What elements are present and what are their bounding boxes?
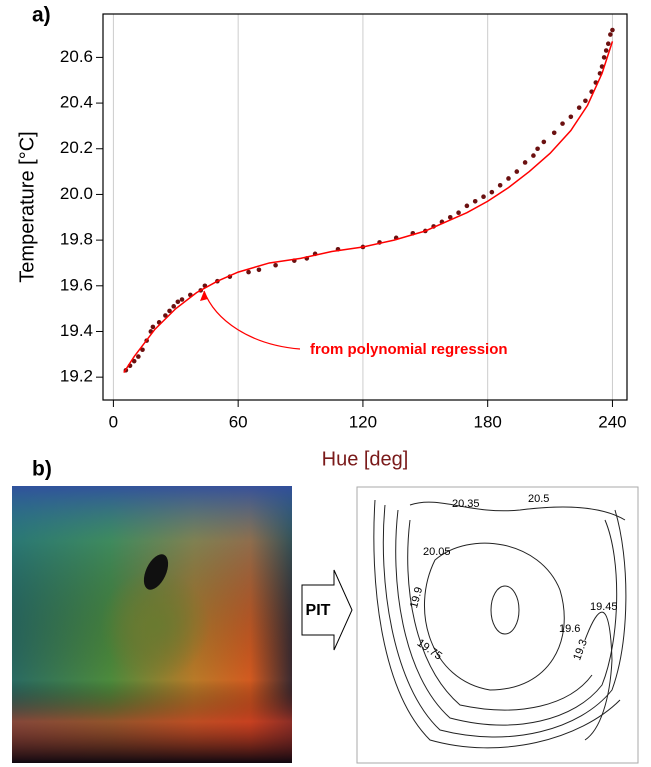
x-tick-label: 240 bbox=[598, 412, 626, 431]
point bbox=[167, 308, 172, 314]
point bbox=[506, 176, 511, 181]
photo-spot bbox=[143, 554, 169, 590]
point bbox=[605, 41, 611, 46]
y-tick-label: 19.4 bbox=[60, 321, 93, 340]
contour-label: 19.6 bbox=[559, 623, 580, 635]
y-tick-label: 19.2 bbox=[60, 367, 93, 386]
point bbox=[136, 354, 141, 359]
contour bbox=[490, 585, 520, 635]
y-tick-label: 19.6 bbox=[60, 275, 93, 294]
point bbox=[514, 169, 520, 174]
point bbox=[610, 27, 615, 33]
contour bbox=[409, 501, 626, 521]
point bbox=[171, 304, 176, 309]
point bbox=[568, 114, 574, 120]
x-tick-label: 180 bbox=[473, 412, 501, 431]
point bbox=[179, 297, 185, 302]
point bbox=[583, 98, 588, 104]
point bbox=[608, 32, 613, 37]
plot-a: 0 60 120 180 240 19.2 19.4 19.6 19.8 20.0 20.2 20.4… bbox=[16, 13, 628, 470]
point bbox=[481, 194, 486, 200]
point bbox=[535, 146, 540, 152]
annotation-arrow bbox=[203, 290, 301, 350]
point bbox=[472, 198, 478, 204]
contour-label: 20.5 bbox=[528, 493, 549, 505]
point bbox=[522, 160, 528, 165]
point bbox=[551, 130, 557, 136]
contour-label: 19.45 bbox=[590, 601, 618, 613]
point bbox=[560, 121, 565, 126]
point bbox=[531, 153, 536, 158]
contour-label: 19.9 bbox=[408, 586, 425, 610]
x-tick-label: 0 bbox=[109, 412, 118, 431]
point bbox=[256, 267, 262, 273]
point bbox=[175, 299, 181, 305]
x-tick-label: 60 bbox=[229, 412, 248, 431]
point bbox=[140, 347, 145, 353]
contour bbox=[423, 542, 565, 691]
photo bbox=[12, 486, 292, 763]
arrow-head bbox=[200, 291, 208, 301]
contour-map bbox=[356, 486, 639, 764]
point bbox=[273, 262, 278, 268]
contour bbox=[395, 509, 618, 726]
y-tick-label: 20.6 bbox=[60, 47, 93, 66]
point bbox=[447, 214, 453, 220]
point bbox=[489, 189, 495, 195]
contour-label: 20.05 bbox=[423, 546, 451, 558]
y-tick-label: 20.4 bbox=[60, 93, 93, 112]
panel-label: a) bbox=[32, 4, 51, 27]
point bbox=[150, 324, 156, 330]
contour bbox=[382, 504, 627, 738]
point bbox=[464, 203, 470, 209]
point bbox=[541, 139, 547, 145]
plot-frame bbox=[102, 13, 628, 401]
arrow-shape bbox=[301, 569, 353, 651]
point bbox=[131, 358, 137, 364]
photo-center bbox=[100, 570, 210, 680]
point bbox=[456, 210, 461, 216]
y-tick-label: 20.0 bbox=[60, 184, 93, 203]
fit-line bbox=[123, 41, 614, 374]
point bbox=[497, 183, 503, 188]
annotation: from polynomial regression bbox=[310, 341, 508, 358]
point bbox=[601, 55, 607, 60]
point bbox=[603, 48, 609, 53]
y-tick-label: 20.2 bbox=[60, 138, 93, 157]
contour-label: 20.35 bbox=[452, 498, 480, 510]
map-frame bbox=[356, 486, 639, 764]
contour-label: 19.3 bbox=[571, 638, 590, 662]
panel-label: b) bbox=[32, 458, 52, 481]
contour bbox=[373, 499, 621, 749]
contour bbox=[407, 519, 593, 711]
y-axis-label: Temperature [°C] bbox=[16, 131, 38, 282]
x-tick-label: 120 bbox=[349, 412, 377, 431]
contour-label: 19.75 bbox=[415, 637, 444, 663]
arrow-label: PIT bbox=[306, 602, 331, 619]
point bbox=[246, 269, 251, 275]
y-tick-label: 19.8 bbox=[60, 230, 93, 249]
x-axis-label: Hue [deg] bbox=[322, 448, 409, 470]
pit-arrow: PIT bbox=[301, 569, 353, 651]
point bbox=[163, 313, 168, 318]
contour bbox=[584, 611, 613, 741]
point bbox=[576, 105, 582, 110]
